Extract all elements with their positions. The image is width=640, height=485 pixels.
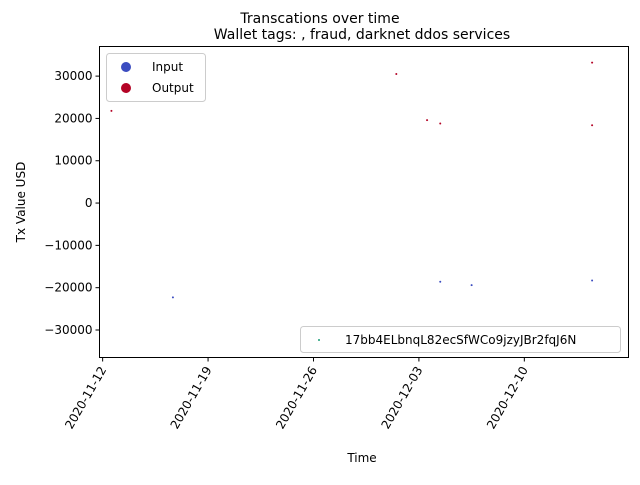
x-tick-label: 2020-12-10: [484, 364, 531, 431]
output-point: [591, 61, 594, 64]
input-point: [171, 296, 174, 299]
legend-input-label: Input: [152, 60, 183, 74]
x-axis-label: Time: [346, 451, 376, 465]
legend-wallet-frame: [300, 326, 621, 353]
chart-title: Wallet tags: , fraud, darknet ddos servi…: [214, 27, 510, 43]
legend-input-marker: [121, 62, 131, 72]
chart-suptitle: Transcations over time: [239, 11, 399, 27]
x-axis-ticks: 2020-11-12 2020-11-19 2020-11-26 2020-12-03…: [62, 357, 531, 431]
y-tick-label: −20000: [44, 281, 92, 295]
input-point: [439, 280, 442, 283]
legend-wallet-label: 17bb4ELbnqL82ecSfWCo9jzyJBr2fqJ6N: [345, 333, 576, 347]
legend-wallet[interactable]: 17bb4ELbnqL82ecSfWCo9jzyJBr2fqJ6N: [300, 326, 621, 353]
legend-series-frame: [106, 53, 206, 102]
x-tick-label: 2020-11-26: [273, 364, 320, 431]
output-point: [439, 122, 442, 125]
legend-series[interactable]: Input Output: [106, 53, 206, 102]
output-point: [426, 119, 429, 122]
x-tick-label: 2020-11-12: [62, 364, 109, 431]
output-point: [110, 109, 113, 112]
y-tick-label: 10000: [54, 154, 92, 168]
y-tick-label: −10000: [44, 238, 92, 252]
x-tick-label: 2020-12-03: [379, 364, 426, 431]
legend-wallet-marker: [318, 339, 320, 341]
y-tick-label: −30000: [44, 323, 92, 337]
data-points: [110, 61, 594, 299]
output-point: [591, 124, 594, 127]
output-point: [395, 73, 398, 76]
y-axis-ticks: 30000 20000 10000 0 −10000 −20000 −30000: [44, 69, 100, 337]
y-tick-label: 30000: [54, 69, 92, 83]
legend-output-marker: [121, 83, 131, 93]
y-tick-label: 0: [85, 196, 93, 210]
input-point: [470, 284, 473, 287]
y-tick-label: 20000: [54, 111, 92, 125]
legend-output-label: Output: [152, 81, 194, 95]
y-axis-label: Tx Value USD: [14, 162, 28, 244]
x-tick-label: 2020-11-19: [168, 364, 215, 431]
input-point: [591, 279, 594, 282]
